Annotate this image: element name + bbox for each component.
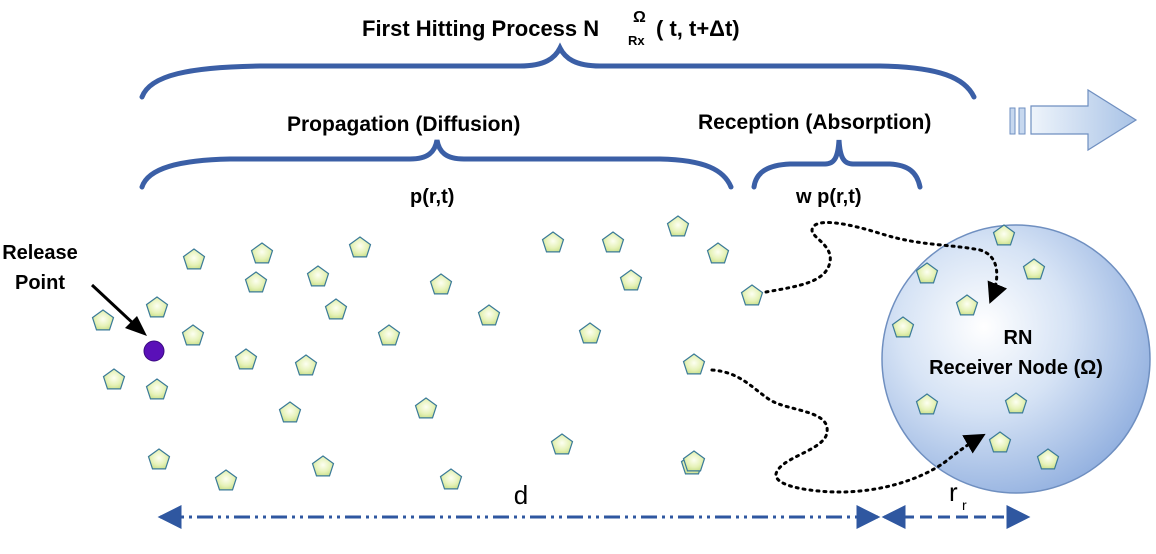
molecule-pentagon: [477, 304, 501, 326]
molecule-pentagon: [145, 378, 169, 400]
propagation-brace: [139, 139, 734, 190]
reception-formula: w p(r,t): [795, 186, 862, 208]
molecule-pentagon: [102, 368, 126, 390]
molecule-pentagon: [311, 455, 335, 477]
molecule-pentagon: [278, 401, 302, 423]
molecule-pentagon: [439, 468, 463, 490]
molecule-pentagon: [601, 231, 625, 253]
molecule-pentagon: [377, 324, 401, 346]
molecule-pentagon: [234, 348, 258, 370]
molecule-pentagon: [147, 448, 171, 470]
molecule-pentagon: [1036, 448, 1060, 470]
receiver-node-sphere: [881, 224, 1151, 494]
title-superscript: Ω: [633, 9, 646, 26]
molecule-pentagon: [682, 450, 706, 472]
molecule-pentagon: [1004, 392, 1028, 414]
molecule-pentagon: [244, 271, 268, 293]
title-subscript: Rx: [628, 33, 645, 48]
molecule-pentagon: [348, 236, 372, 258]
molecule-pentagon: [992, 224, 1016, 246]
molecule-pentagon: [891, 316, 915, 338]
title-prefix: First Hitting Process N: [362, 16, 599, 41]
title-suffix: ( t, t+Δt): [656, 16, 740, 41]
molecules-group: [91, 215, 1060, 491]
molecule-pentagon: [550, 433, 574, 455]
molecule-pentagon: [250, 242, 274, 264]
reception-label: Reception (Absorption): [698, 111, 931, 134]
molecule-pentagon: [1022, 258, 1046, 280]
title-group: First Hitting Process N Ω Rx ( t, t+Δt): [362, 9, 740, 48]
molecule-pentagon: [578, 322, 602, 344]
release-point-label-line2: Point: [15, 272, 65, 294]
molecule-pentagon: [666, 215, 690, 237]
molecule-pentagon: [414, 397, 438, 419]
molecule-pentagon: [541, 231, 565, 253]
radius-label: r: [949, 477, 958, 507]
molecule-pentagon: [182, 248, 206, 270]
molecule-pentagon: [740, 284, 764, 306]
molecule-pentagon: [619, 269, 643, 291]
molecule-pentagon: [915, 393, 939, 415]
molecule-pentagon: [988, 431, 1012, 453]
release-point-label-line1: Release: [2, 242, 78, 264]
process-direction-arrow: [1009, 88, 1138, 152]
molecule-pentagon: [145, 296, 169, 318]
molecule-pentagon: [915, 262, 939, 284]
molecule-pentagon: [429, 273, 453, 295]
molecule-pentagon: [91, 309, 115, 331]
receiver-label: Receiver Node (Ω): [929, 357, 1103, 379]
receiver-abbrev: RN: [1004, 327, 1033, 349]
molecule-pentagon: [294, 354, 318, 376]
propagation-label: Propagation (Diffusion): [287, 113, 520, 136]
molecule-trajectory-upper: [764, 220, 1008, 304]
distance-label: d: [514, 480, 528, 510]
molecule-pentagon: [306, 265, 330, 287]
molecule-pentagon: [324, 298, 348, 320]
release-point-dot: [143, 340, 165, 362]
molecule-pentagon: [181, 324, 205, 346]
molecule-pentagon: [682, 353, 706, 375]
reception-brace: [751, 139, 923, 190]
molecule-pentagon: [214, 469, 238, 491]
propagation-formula: p(r,t): [410, 186, 454, 208]
release-point-pointer-arrow: [90, 283, 147, 336]
overall-brace: [139, 42, 977, 100]
radius-label-subscript: r: [962, 497, 967, 513]
molecule-pentagon: [706, 242, 730, 264]
molecule-pentagon: [955, 294, 979, 316]
molecule-trajectory-lower: [710, 368, 986, 494]
